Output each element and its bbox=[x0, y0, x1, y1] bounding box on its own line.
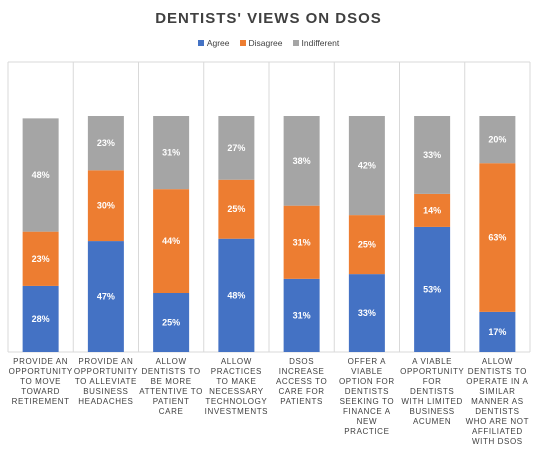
data-label-indifferent-8: 20% bbox=[488, 135, 506, 145]
category-label-2: PROVIDE AN OPPORTUNITY TO ALLEVIATE BUSI… bbox=[73, 357, 139, 406]
bar-agree-7 bbox=[414, 226, 451, 352]
chart-title: DENTISTS' VIEWS ON DSOS bbox=[155, 10, 382, 27]
category-label-6: OFFER A VIABLE OPTION FOR DENTISTS SEEKI… bbox=[338, 357, 395, 436]
data-label-agree-2: 47% bbox=[97, 292, 115, 302]
bar-agree-5 bbox=[283, 278, 320, 352]
data-label-disagree-6: 25% bbox=[358, 240, 376, 250]
bar-indifferent-5 bbox=[283, 116, 320, 206]
legend-label-disagree: Disagree bbox=[248, 38, 283, 48]
bar-indifferent-1 bbox=[22, 118, 59, 232]
legend-swatch-disagree bbox=[239, 40, 246, 46]
data-label-agree-6: 33% bbox=[358, 308, 376, 318]
data-label-disagree-8: 63% bbox=[488, 233, 506, 243]
bar-disagree-5 bbox=[283, 205, 320, 279]
bar-disagree-7 bbox=[414, 193, 451, 227]
data-label-agree-7: 53% bbox=[423, 284, 441, 294]
bar-agree-6 bbox=[348, 274, 385, 352]
bar-agree-4 bbox=[218, 238, 255, 352]
bar-agree-3 bbox=[153, 293, 190, 352]
bar-agree-8 bbox=[479, 311, 516, 352]
data-label-disagree-2: 30% bbox=[97, 201, 115, 211]
bar-disagree-8 bbox=[479, 163, 516, 312]
legend-item-agree: Agree bbox=[197, 38, 230, 48]
bar-indifferent-8 bbox=[479, 116, 516, 164]
data-label-indifferent-5: 38% bbox=[293, 156, 311, 166]
data-label-disagree-5: 31% bbox=[293, 237, 311, 247]
bar-disagree-1 bbox=[22, 231, 59, 286]
data-label-agree-1: 28% bbox=[32, 314, 50, 324]
legend-swatch-indifferent bbox=[292, 40, 299, 46]
bar-disagree-6 bbox=[348, 215, 385, 275]
data-label-disagree-7: 14% bbox=[423, 205, 441, 215]
category-label-4: ALLOW PRACTICES TO MAKE NECESSARY TECHNO… bbox=[204, 357, 269, 416]
category-label-1: PROVIDE AN OPPORTUNITY TO MOVE TOWARD RE… bbox=[8, 357, 73, 406]
bar-indifferent-3 bbox=[153, 116, 190, 190]
data-label-indifferent-4: 27% bbox=[227, 143, 245, 153]
data-label-agree-3: 25% bbox=[162, 318, 180, 328]
bar-disagree-3 bbox=[153, 189, 190, 293]
legend-label-agree: Agree bbox=[206, 38, 230, 48]
legend: Agree Disagree Indifferent bbox=[0, 38, 537, 48]
category-label-7: A VIABLE OPPORTUNITY FOR DENTISTS WITH L… bbox=[400, 357, 465, 426]
category-label-3: ALLOW DENTISTS TO BE MORE ATTENTIVE TO P… bbox=[139, 357, 203, 416]
data-label-indifferent-7: 33% bbox=[423, 150, 441, 160]
data-label-disagree-4: 25% bbox=[227, 204, 245, 214]
bar-agree-2 bbox=[87, 241, 124, 352]
data-label-agree-5: 31% bbox=[293, 310, 311, 320]
category-label-8: ALLOW DENTISTS TO OPERATE IN A SIMILAR M… bbox=[465, 357, 530, 446]
bar-indifferent-4 bbox=[218, 116, 255, 180]
legend-label-indifferent: Indifferent bbox=[301, 38, 340, 48]
category-label-5: DSOS INCREASE ACCESS TO CARE FOR PATIENT… bbox=[275, 357, 328, 406]
legend-item-disagree: Disagree bbox=[239, 38, 283, 48]
bar-disagree-2 bbox=[87, 170, 124, 242]
data-label-indifferent-2: 23% bbox=[97, 138, 115, 148]
bar-agree-1 bbox=[22, 285, 59, 352]
bar-indifferent-2 bbox=[87, 116, 124, 171]
data-label-agree-4: 48% bbox=[227, 290, 245, 300]
bar-indifferent-7 bbox=[414, 116, 451, 194]
bar-disagree-4 bbox=[218, 179, 255, 239]
legend-swatch-agree bbox=[197, 40, 204, 46]
legend-item-indifferent: Indifferent bbox=[292, 38, 340, 48]
data-label-indifferent-1: 48% bbox=[32, 170, 50, 180]
data-label-disagree-3: 44% bbox=[162, 236, 180, 246]
data-label-indifferent-3: 31% bbox=[162, 148, 180, 158]
data-label-indifferent-6: 42% bbox=[358, 161, 376, 171]
data-label-agree-8: 17% bbox=[488, 327, 506, 337]
data-label-disagree-1: 23% bbox=[32, 254, 50, 264]
bar-indifferent-6 bbox=[348, 116, 385, 216]
